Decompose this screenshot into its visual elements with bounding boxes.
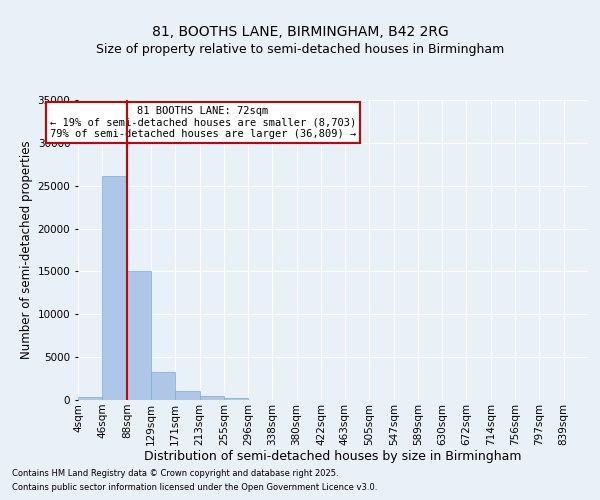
Bar xyxy=(127,272,151,400)
Bar xyxy=(200,396,224,400)
Text: Contains HM Land Registry data © Crown copyright and database right 2025.: Contains HM Land Registry data © Crown c… xyxy=(12,468,338,477)
Bar xyxy=(175,390,200,400)
Bar xyxy=(224,398,248,400)
Text: Contains public sector information licensed under the Open Government Licence v3: Contains public sector information licen… xyxy=(12,484,377,492)
Bar xyxy=(151,372,175,400)
Bar xyxy=(78,396,103,400)
Text: 81 BOOTHS LANE: 72sqm
← 19% of semi-detached houses are smaller (8,703)
79% of s: 81 BOOTHS LANE: 72sqm ← 19% of semi-deta… xyxy=(50,106,356,139)
Y-axis label: Number of semi-detached properties: Number of semi-detached properties xyxy=(20,140,34,360)
Text: 81, BOOTHS LANE, BIRMINGHAM, B42 2RG: 81, BOOTHS LANE, BIRMINGHAM, B42 2RG xyxy=(152,26,448,40)
Text: Size of property relative to semi-detached houses in Birmingham: Size of property relative to semi-detach… xyxy=(96,44,504,57)
Bar xyxy=(103,176,127,400)
X-axis label: Distribution of semi-detached houses by size in Birmingham: Distribution of semi-detached houses by … xyxy=(144,450,522,464)
